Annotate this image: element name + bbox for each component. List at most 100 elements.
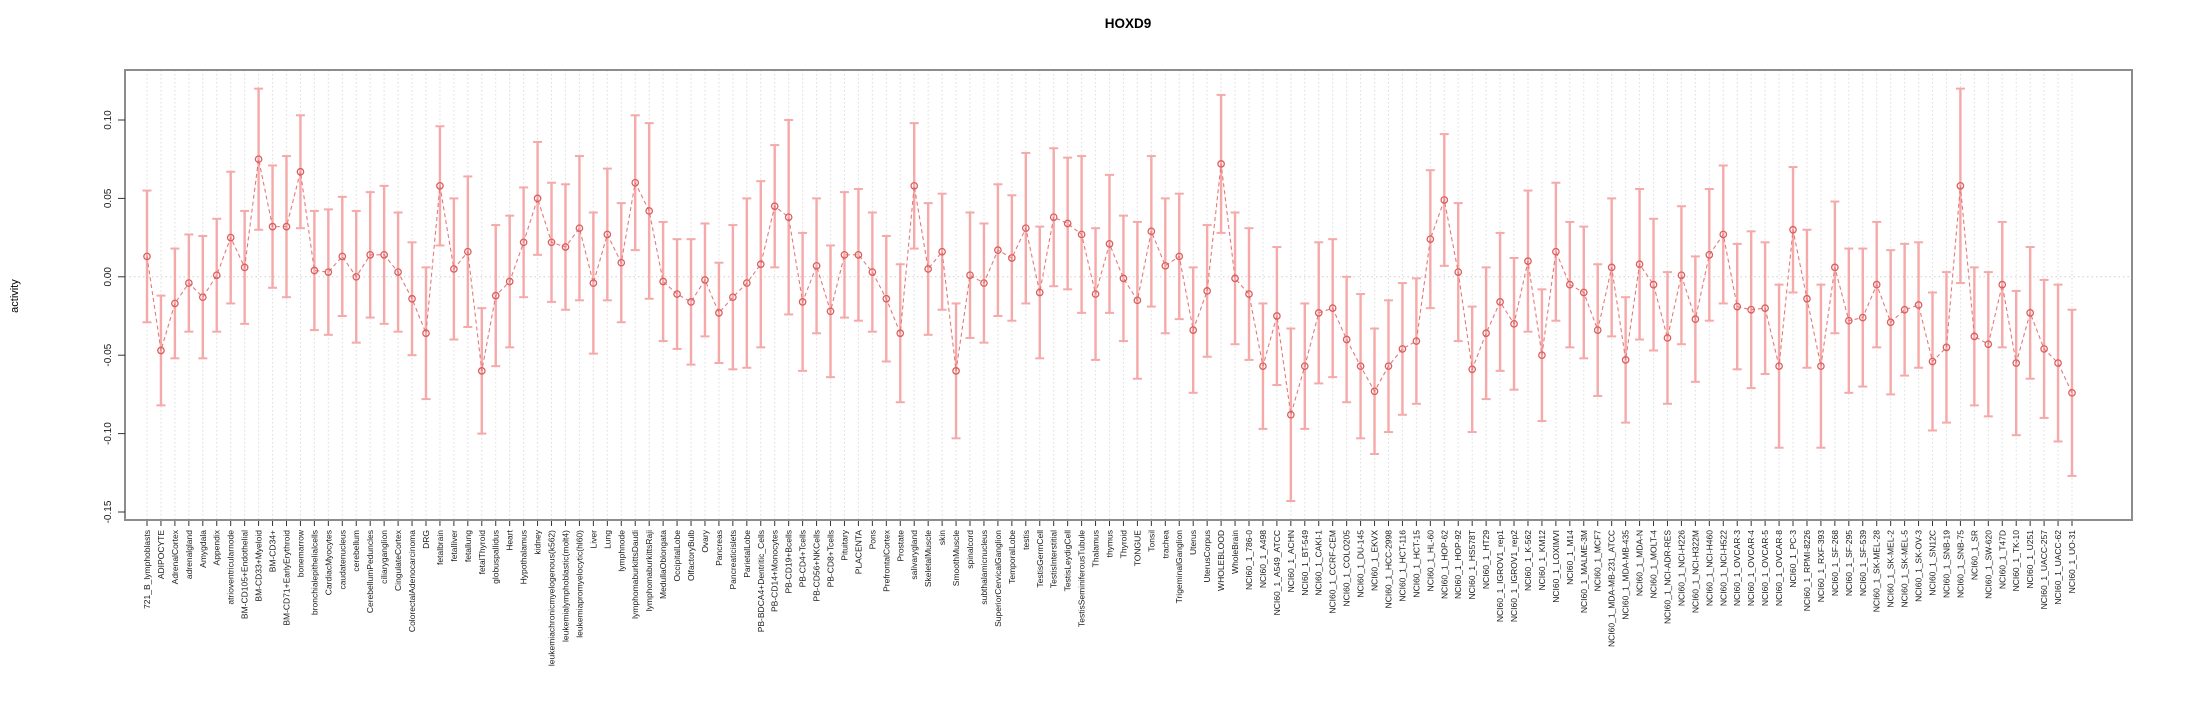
data-point	[352, 272, 361, 281]
data-point	[1189, 326, 1198, 334]
data-point	[1259, 362, 1267, 371]
x-tick-label: NCI60_1_DU-145	[1356, 530, 1366, 598]
x-tick-label: TestisInterstitial	[1049, 530, 1059, 588]
x-tick-label: WHOLEBLOOD	[1216, 530, 1226, 591]
x-tick-label: PB-CD56+NKCells	[812, 530, 822, 602]
data-point	[1998, 280, 2007, 289]
data-point	[1286, 410, 1295, 419]
data-point	[254, 155, 263, 164]
x-tick-label: cerebellum	[351, 530, 361, 572]
x-tick-label: NCI60_1_MOLT-4	[1649, 530, 1659, 599]
x-tick-label: NCI60_1_MDA-N	[1635, 530, 1645, 596]
data-point	[1914, 301, 1923, 309]
data-point	[366, 250, 375, 259]
x-tick-label: PB-CD19+Bcells	[784, 530, 794, 594]
x-tick-label: NCI60_1_MDA-MB-231_ATCC	[1607, 530, 1617, 647]
data-point	[282, 222, 291, 231]
data-point	[338, 252, 347, 261]
x-tick-label: NCI60_1_COLO205	[1342, 530, 1352, 607]
x-tick-label: TemporalLobe	[1007, 530, 1017, 584]
data-point	[1747, 305, 1756, 314]
x-tick-label: WholeBrain	[1230, 530, 1240, 574]
data-point	[1691, 315, 1700, 323]
x-tick-label: CerebellumPeduncles	[365, 530, 375, 613]
data-point	[198, 293, 207, 302]
x-tick-label: Thyroid	[1118, 530, 1128, 559]
plot-box	[124, 69, 2133, 521]
x-tick-label: MedullaOblongata	[658, 530, 668, 599]
data-point	[436, 182, 444, 190]
data-point	[1900, 305, 1909, 314]
data-point	[1789, 225, 1797, 234]
data-point	[1970, 332, 1979, 341]
x-tick-label: NCI60_1_OVCAR-4	[1746, 530, 1756, 606]
data-point	[1231, 274, 1239, 283]
data-point	[561, 243, 570, 251]
data-point	[1426, 235, 1435, 244]
data-point	[1440, 196, 1449, 204]
x-tick-label: NCI60_1_SK-OV-3	[1914, 530, 1924, 602]
x-tick-label: NCI60_1_M14	[1565, 530, 1575, 585]
data-point	[2012, 359, 2021, 367]
x-tick-label: NCI60_1_786-0	[1244, 530, 1254, 590]
data-point	[2054, 359, 2062, 367]
x-tick-label: NCI60_1_NCI-H522	[1718, 530, 1728, 606]
x-tick-label: leukemiachronicmyelogenous(k562)	[547, 530, 557, 666]
x-tick-label: subthalamicnucleus	[979, 530, 989, 605]
x-tick-label: Pancreas	[714, 530, 724, 566]
data-point	[1468, 365, 1477, 374]
data-point	[1844, 316, 1853, 325]
data-point	[547, 238, 556, 247]
data-point	[882, 294, 891, 303]
x-tick-label: OlfactoryBulb	[686, 530, 696, 581]
data-point	[1328, 304, 1337, 313]
x-tick-label: NCI60_1_SNB-75	[1955, 530, 1965, 598]
data-point	[673, 290, 681, 298]
x-tick-label: BM-CD105+Endothelial	[240, 530, 250, 619]
x-tick-label: NCI60_1_NCI-H460	[1704, 530, 1714, 606]
x-tick-label: NCI60_1_KM12	[1537, 530, 1547, 591]
data-point	[533, 194, 542, 203]
data-point	[1677, 271, 1686, 280]
data-point	[491, 291, 500, 300]
data-point	[1621, 356, 1630, 364]
x-axis-labels: 721_B_lymphoblasts ADIPOCYTE AdrenalCortex…	[142, 529, 2077, 666]
x-tick-label: lymphomaburkittsDaudi	[630, 530, 640, 619]
x-tick-label: AdrenalCortex	[170, 529, 180, 584]
data-point	[575, 224, 584, 233]
data-point	[268, 222, 277, 231]
data-point	[519, 238, 528, 247]
data-point	[645, 207, 654, 215]
data-point	[701, 276, 709, 284]
data-point	[1412, 337, 1421, 345]
x-tick-label: atrioventricularnode	[226, 530, 236, 605]
data-point	[1496, 298, 1504, 306]
x-tick-label: NCI60_1_SF-268	[1830, 530, 1840, 596]
data-point	[296, 167, 305, 176]
x-tick-label: globuspallidus	[491, 530, 501, 584]
data-point	[715, 309, 723, 317]
x-tick-label: ADIPOCYTE	[156, 530, 166, 579]
x-tick-label: NCI60_1_MCF7	[1593, 530, 1603, 592]
data-point	[1858, 313, 1867, 322]
y-axis-labels: 0.10 0.05 0.00 -0.05 -0.10 -0.15	[103, 110, 114, 524]
data-point	[1579, 288, 1588, 297]
data-points	[143, 155, 2076, 419]
y-tick-label: 0.05	[103, 188, 114, 208]
x-tick-label: PB-BDCA4+Dentritic_Cells	[756, 530, 766, 632]
data-point	[1607, 263, 1616, 272]
x-tick-label: PB-CD14+Monocytes	[770, 530, 780, 612]
data-point	[1649, 280, 1658, 289]
data-point	[1719, 230, 1728, 239]
data-point	[477, 367, 486, 375]
x-tick-label: PB-CD8+Tcells	[826, 530, 836, 587]
data-point	[1161, 261, 1170, 270]
x-tick-label: UterusCorpus	[1202, 530, 1212, 582]
x-tick-label: Uterus	[1188, 530, 1198, 555]
series-line	[146, 159, 2073, 415]
data-point	[994, 246, 1002, 254]
x-tick-label: NCI60_1_HOP-92	[1453, 530, 1463, 599]
x-tick-label: Lung	[602, 530, 612, 549]
data-point	[1175, 252, 1184, 261]
